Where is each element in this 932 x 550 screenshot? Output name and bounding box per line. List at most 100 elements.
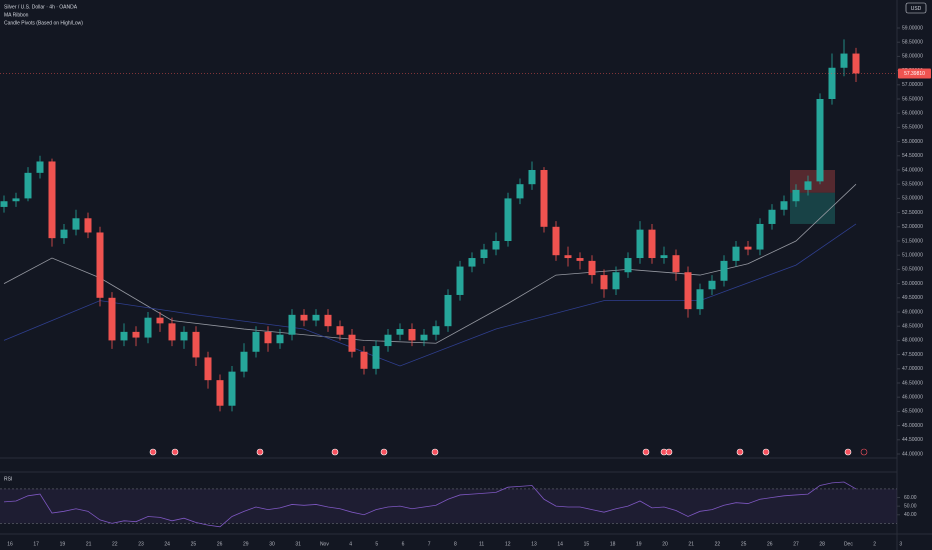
- y-tick-label: 52.00000: [902, 224, 923, 230]
- candle: [588, 255, 596, 284]
- candle-body: [192, 331, 200, 358]
- y-tick-label: 45.00000: [902, 423, 923, 429]
- candle: [264, 326, 272, 352]
- x-tick-label: 15: [584, 541, 590, 547]
- candle-body: [216, 380, 224, 406]
- event-marker: [331, 448, 339, 456]
- candle-body: [756, 223, 764, 250]
- y-tick-label: 55.00000: [902, 139, 923, 145]
- candle: [648, 223, 656, 264]
- y-tick-label: 49.00000: [902, 309, 923, 315]
- candle: [24, 167, 32, 202]
- candle: [828, 53, 836, 105]
- candle-body: [252, 331, 260, 352]
- candle: [120, 323, 128, 347]
- candle: [432, 320, 440, 341]
- candle-body: [396, 329, 404, 335]
- x-tick-label: 29: [243, 541, 249, 547]
- candle-body: [360, 351, 368, 369]
- x-tick-label: 28: [819, 541, 825, 547]
- candle: [156, 312, 164, 332]
- y-tick-label: 53.50000: [902, 182, 923, 188]
- event-marker: [665, 448, 673, 456]
- indicator-label: MA Ribbon: [4, 12, 29, 18]
- candle: [528, 161, 536, 190]
- x-tick-label: 8: [454, 541, 457, 547]
- candle: [288, 309, 296, 341]
- candle-body: [432, 326, 440, 335]
- x-tick-label: 30: [269, 541, 275, 547]
- event-marker: [256, 448, 264, 456]
- last-price-label: 57.39810: [904, 71, 925, 77]
- x-tick-label: 21: [86, 541, 92, 547]
- y-tick-label: 54.50000: [902, 153, 923, 159]
- candle: [192, 326, 200, 366]
- candle: [72, 209, 80, 236]
- candle-body: [564, 255, 572, 259]
- candle: [276, 329, 284, 349]
- candle-body: [732, 246, 740, 261]
- moving-average: [3, 223, 857, 367]
- y-tick-label: 58.50000: [902, 40, 923, 46]
- event-marker: [431, 448, 439, 456]
- candle-body: [84, 218, 92, 233]
- candle: [168, 317, 176, 347]
- candle: [612, 266, 620, 295]
- candle-body: [120, 331, 128, 341]
- candle-body: [816, 99, 824, 182]
- candle: [12, 192, 20, 207]
- rsi-title: RSI: [4, 476, 12, 482]
- y-tick-label: 52.50000: [902, 210, 923, 216]
- candle: [672, 249, 680, 281]
- candle: [408, 323, 416, 347]
- candle: [816, 93, 824, 185]
- candle-body: [156, 317, 164, 324]
- candle-body: [672, 255, 680, 273]
- candle: [108, 292, 116, 349]
- candle: [144, 312, 152, 344]
- candle-body: [768, 209, 776, 224]
- candle-body: [276, 334, 284, 344]
- candle-body: [804, 181, 812, 190]
- candle-body: [36, 161, 44, 173]
- candle: [468, 252, 476, 273]
- y-tick-label: 59.00000: [902, 25, 923, 31]
- candle-body: [204, 357, 212, 381]
- x-tick-label: 13: [531, 541, 537, 547]
- x-tick-label: 31: [295, 541, 301, 547]
- rsi-tick-label: 50.00: [904, 503, 917, 509]
- candle: [516, 178, 524, 205]
- candle: [240, 343, 248, 378]
- y-tick-label: 48.00000: [902, 338, 923, 344]
- currency-box[interactable]: [905, 2, 927, 14]
- event-marker: [380, 448, 388, 456]
- candle-body: [708, 280, 716, 290]
- candle: [684, 266, 692, 318]
- y-tick-label: 46.00000: [902, 395, 923, 401]
- candle-body: [444, 294, 452, 327]
- rsi-tick-label: 40.00: [904, 512, 917, 518]
- candle: [768, 204, 776, 230]
- candle-body: [312, 314, 320, 321]
- candle: [216, 374, 224, 412]
- y-tick-label: 47.00000: [902, 366, 923, 372]
- candle-body: [480, 249, 488, 259]
- candle: [480, 243, 488, 264]
- candle: [552, 221, 560, 261]
- candle-body: [60, 229, 68, 239]
- last-price-box: [898, 68, 931, 79]
- currency[interactable]: USD: [911, 6, 922, 12]
- candle: [420, 329, 428, 347]
- candle-body: [456, 266, 464, 295]
- candle: [348, 329, 356, 358]
- candle-body: [516, 184, 524, 199]
- candle-body: [24, 172, 32, 199]
- candle-body: [600, 275, 608, 290]
- candle-body: [420, 334, 428, 341]
- x-tick-label: 12: [505, 541, 511, 547]
- rsi-band-fill: [0, 488, 897, 524]
- event-marker: [844, 448, 852, 456]
- candle: [180, 326, 188, 349]
- y-tick-label: 51.00000: [902, 253, 923, 259]
- candle: [624, 252, 632, 278]
